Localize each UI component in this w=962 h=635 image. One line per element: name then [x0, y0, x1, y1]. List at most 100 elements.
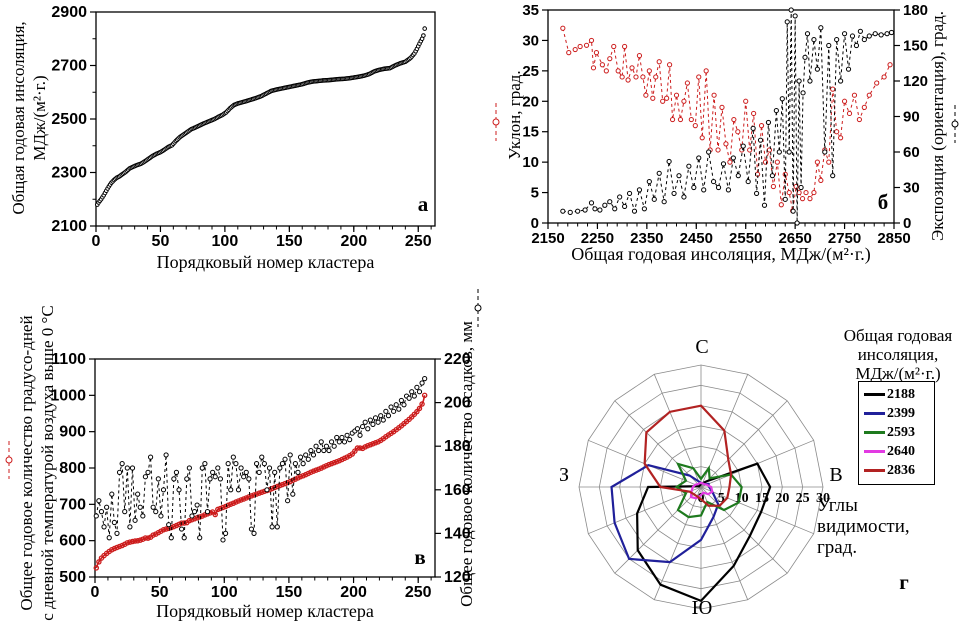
svg-text:2750: 2750	[828, 230, 861, 247]
legend: 2188 2399 2593 2640 2836	[858, 381, 935, 485]
radar-radial-axis-title: Углы видимости, град.	[817, 495, 937, 558]
svg-text:150: 150	[276, 233, 303, 250]
legend-entry: 2399	[859, 404, 934, 423]
exposure-series-key-icon	[951, 105, 959, 143]
svg-text:100: 100	[212, 233, 239, 250]
svg-text:150: 150	[276, 584, 303, 601]
svg-text:2100: 2100	[51, 218, 87, 235]
svg-text:30: 30	[522, 32, 539, 49]
svg-text:150: 150	[903, 38, 928, 55]
panel-b-letter: б	[877, 190, 889, 214]
svg-text:1100: 1100	[51, 351, 86, 368]
svg-text:200: 200	[340, 233, 367, 250]
panel-a-y-axis-title-line1: Общая годовая инсоляция,	[9, 21, 28, 215]
panel-a-y-axis-title: Общая годовая инсоляция, МДж/(м²·г.)	[8, 0, 50, 238]
svg-text:120: 120	[444, 569, 471, 586]
compass-south-label: Ю	[691, 597, 713, 619]
svg-text:200: 200	[340, 584, 367, 601]
svg-text:20: 20	[775, 491, 789, 506]
precipitation-series-key-icon	[474, 289, 482, 327]
svg-text:1000: 1000	[50, 387, 86, 404]
panel-b-x-axis-title: Общая годовая инсоляция, МДж/(м²·г.)	[571, 244, 871, 264]
panel-c-right-y-axis-title: Общее годовое количество осадков, мм	[457, 321, 476, 607]
panel-b-slope-exposure-chart: 2150 2250 2350 2450 2550 2650 2750 285005101520…	[522, 2, 928, 247]
svg-text:900: 900	[59, 424, 86, 441]
svg-text:2650: 2650	[778, 230, 811, 247]
legend-swatch-icon	[864, 469, 885, 472]
svg-text:5: 5	[718, 491, 725, 506]
legend-entry-label: 2399	[887, 405, 915, 421]
legend-swatch-icon	[864, 412, 885, 415]
legend-title: Общая годовая инсоляция, МДж/(м²·г.)	[833, 326, 962, 383]
radar-radial-axis-title-line1: Углы	[817, 495, 858, 516]
panel-b-left-y-axis-title: Уклон, град.	[505, 70, 524, 160]
compass-west-label: З	[558, 464, 570, 486]
svg-text:2900: 2900	[51, 4, 87, 21]
panel-c-x-axis-title: Порядковый номер кластера	[156, 601, 374, 621]
svg-text:0: 0	[531, 215, 539, 232]
svg-text:800: 800	[59, 460, 86, 477]
panel-d-letter: г	[899, 570, 909, 594]
svg-text:60: 60	[903, 144, 920, 161]
svg-text:20: 20	[522, 93, 539, 110]
svg-text:180: 180	[903, 2, 928, 19]
legend-entry-label: 2836	[887, 462, 915, 478]
svg-text:50: 50	[152, 233, 170, 250]
legend-entry-label: 2593	[887, 424, 915, 440]
svg-text:180: 180	[444, 438, 471, 455]
svg-text:160: 160	[444, 482, 471, 499]
panel-c-left-y-axis-title-line1: Общее годовое количество градусо-дней	[17, 315, 36, 611]
svg-text:2700: 2700	[51, 58, 87, 75]
panel-a-y-axis-title-line2: МДж/(м²·г.)	[30, 75, 49, 161]
svg-text:200: 200	[444, 395, 471, 412]
panel-c-left-y-axis-title-line2: с дневной температурой воздуха выше 0 °С	[38, 305, 57, 621]
svg-text:30: 30	[816, 491, 830, 506]
panel-c-letter: в	[414, 545, 426, 569]
legend-swatch-icon	[864, 393, 885, 396]
radar-radial-axis-title-line2: видимости,	[817, 516, 910, 537]
legend-entry: 2593	[859, 423, 934, 442]
svg-text:0: 0	[903, 215, 911, 232]
svg-text:700: 700	[59, 496, 86, 513]
legend-entry-label: 2640	[887, 443, 915, 459]
panel-a-letter: а	[417, 192, 429, 216]
svg-text:25: 25	[796, 491, 810, 506]
panel-b-right-y-axis-title: Экспозиция (ориентация), град.	[928, 11, 947, 241]
svg-text:30: 30	[903, 180, 920, 197]
svg-text:120: 120	[903, 73, 928, 90]
panel-a-insolation-chart: 0 50 100 150 200 250 2100 2300 2500 2700 2900	[51, 4, 436, 250]
svg-text:2850: 2850	[877, 230, 910, 247]
svg-text:10: 10	[522, 154, 539, 171]
svg-text:2550: 2550	[729, 230, 762, 247]
svg-text:90: 90	[903, 109, 920, 126]
degree-days-series-key-icon	[5, 441, 13, 479]
svg-text:2150: 2150	[531, 230, 564, 247]
svg-text:220: 220	[444, 351, 471, 368]
svg-text:140: 140	[444, 525, 471, 542]
svg-text:2250: 2250	[581, 230, 614, 247]
svg-text:100: 100	[211, 584, 238, 601]
svg-text:25: 25	[522, 63, 539, 80]
panel-c-left-y-axis-title: Общее годовое количество градусо-дней с …	[16, 294, 58, 632]
legend-title-line3: МДж/(м²·г.)	[855, 364, 941, 383]
legend-entry: 2836	[859, 461, 934, 480]
panel-d-radar-chart: 0 5 10 15 20 25 30	[578, 364, 830, 610]
svg-text:250: 250	[405, 233, 432, 250]
slope-series-key-icon	[492, 103, 500, 141]
legend-entry-label: 2188	[887, 386, 915, 402]
compass-north-label: С	[695, 336, 709, 358]
svg-text:15: 15	[522, 124, 539, 141]
svg-text:5: 5	[531, 185, 539, 202]
svg-text:0: 0	[92, 233, 101, 250]
svg-text:0: 0	[91, 584, 100, 601]
legend-title-line1: Общая годовая	[843, 326, 953, 345]
legend-swatch-icon	[864, 450, 885, 453]
svg-text:50: 50	[151, 584, 169, 601]
radar-radial-axis-title-line3: град.	[817, 537, 858, 558]
svg-text:600: 600	[59, 533, 86, 550]
svg-text:2500: 2500	[51, 111, 87, 128]
svg-text:35: 35	[522, 2, 539, 19]
svg-text:250: 250	[405, 584, 432, 601]
panel-a-x-axis-title: Порядковый номер кластера	[156, 252, 375, 272]
